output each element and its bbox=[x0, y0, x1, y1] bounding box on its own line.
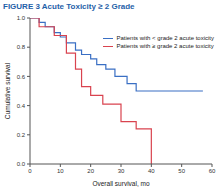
svg-text:Cumulative survival: Cumulative survival bbox=[8, 62, 11, 119]
svg-text:0.2: 0.2 bbox=[17, 132, 26, 138]
html-text:Patients with < grade 2 acute: Patients with < grade 2 acute toxicity bbox=[116, 35, 214, 41]
svg-text:30: 30 bbox=[118, 168, 125, 174]
svg-text:0.0: 0.0 bbox=[17, 161, 26, 167]
svg-text:40: 40 bbox=[148, 168, 155, 174]
svg-text:0.4: 0.4 bbox=[17, 103, 26, 109]
svg-text:20: 20 bbox=[87, 168, 94, 174]
html-text:FIGURE 3 Acute Toxicity ≥ 2 Gr: FIGURE 3 Acute Toxicity ≥ 2 Grade bbox=[3, 2, 135, 11]
svg-text:0.8: 0.8 bbox=[17, 44, 26, 50]
svg-text:10: 10 bbox=[57, 168, 64, 174]
svg-text:1.0: 1.0 bbox=[17, 15, 26, 21]
svg-text:Overall survival, mo: Overall survival, mo bbox=[92, 180, 149, 187]
svg-text:50: 50 bbox=[178, 168, 185, 174]
html-text:Patients with ≥ grade 2 acute: Patients with ≥ grade 2 acute toxicity bbox=[116, 43, 214, 49]
svg-text:0.6: 0.6 bbox=[17, 74, 26, 80]
svg-text:60: 60 bbox=[209, 168, 212, 174]
svg-text:0: 0 bbox=[28, 168, 32, 174]
